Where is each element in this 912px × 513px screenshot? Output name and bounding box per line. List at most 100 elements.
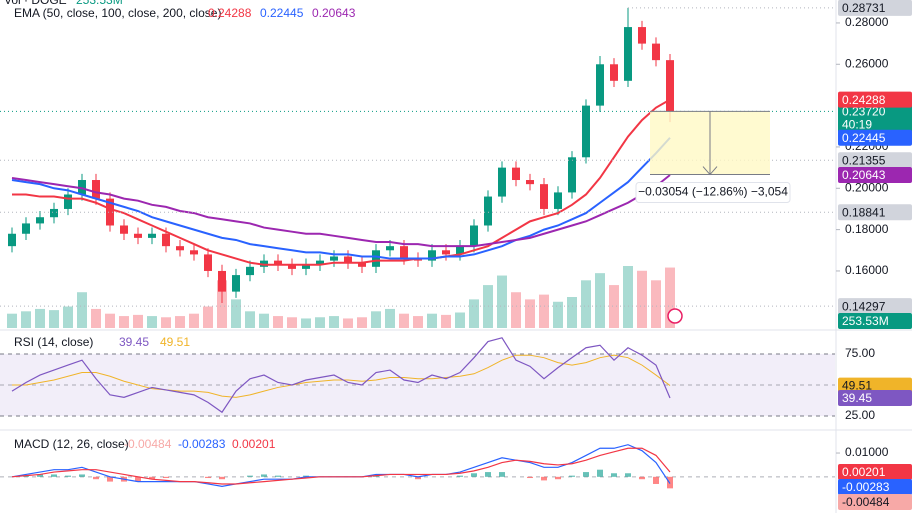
- candle-body: [582, 105, 590, 158]
- volume-bar: [665, 267, 675, 328]
- volume-bar: [63, 306, 73, 328]
- volume-bar: [455, 312, 465, 328]
- macd-histogram-bar: [541, 476, 547, 481]
- y-tick-label: 25.00: [845, 408, 875, 422]
- volume-bar: [7, 313, 17, 328]
- candle-body: [554, 192, 562, 209]
- volume-bar: [595, 273, 605, 328]
- volume-bar: [315, 317, 325, 328]
- price-label: 253.53M: [842, 314, 889, 328]
- macd-histogram-bar: [625, 473, 631, 477]
- last-price-bg: [838, 103, 912, 134]
- macd-histogram-bar: [471, 473, 477, 477]
- rsi-legend-ma: 49.51: [160, 335, 190, 349]
- volume-bar: [147, 316, 157, 328]
- candle-body: [652, 43, 660, 61]
- macd-histogram-bar: [93, 476, 99, 480]
- candle-body: [92, 180, 100, 199]
- ema-line: [11, 174, 671, 248]
- volume-bar: [161, 317, 171, 328]
- candle-body: [512, 167, 520, 181]
- candle-body: [120, 225, 128, 234]
- candle-body: [8, 233, 16, 247]
- price-label-bg: [838, 464, 912, 480]
- macd-legend: MACD (12, 26, close): [14, 437, 129, 451]
- macd-histogram-bar: [135, 476, 141, 482]
- volume-bar: [581, 280, 591, 328]
- candle-body: [400, 246, 408, 259]
- price-label: 0.28731: [842, 1, 886, 15]
- macd-histogram-bar: [415, 476, 421, 480]
- price-label-bg: [838, 313, 912, 329]
- price-label: -0.00484: [842, 495, 890, 509]
- candle-body: [78, 180, 86, 195]
- volume-bar: [273, 316, 283, 328]
- candle-body: [274, 260, 282, 265]
- price-label: 0.22445: [842, 131, 886, 145]
- volume-bar: [413, 316, 423, 328]
- ema-legend-value: 0.20643: [312, 6, 356, 20]
- candle-body: [442, 250, 450, 255]
- macd-legend-hist: -0.00484: [124, 437, 172, 451]
- volume-bar: [637, 270, 647, 328]
- volume-bar: [287, 317, 297, 328]
- ema-legend-value: 0.24288: [208, 6, 252, 20]
- macd-histogram-bar: [37, 474, 43, 477]
- price-label-bg: [838, 204, 912, 221]
- volume-bar: [427, 313, 437, 328]
- price-label-bg: [838, 479, 912, 495]
- volume-bar: [441, 314, 451, 328]
- macd-histogram-bar: [219, 476, 225, 480]
- signal-line: [11, 447, 671, 485]
- candle-body: [176, 246, 184, 251]
- price-label: 0.20643: [842, 168, 886, 182]
- macd-histogram-bar: [275, 475, 281, 477]
- macd-histogram-bar: [51, 474, 57, 477]
- candle-body: [22, 223, 30, 234]
- volume-bar: [329, 316, 339, 328]
- macd-histogram-bar: [261, 474, 267, 477]
- macd-histogram-bar: [597, 469, 603, 477]
- price-label: 49.51: [842, 379, 872, 393]
- volume-bar: [511, 292, 521, 328]
- macd-histogram-bar: [499, 472, 505, 477]
- candle-body: [316, 260, 324, 265]
- candle-body: [218, 270, 226, 292]
- volume-legend-value: 253.53M: [76, 0, 123, 7]
- volume-bar: [497, 275, 507, 328]
- rsi-ma-line: [12, 354, 671, 398]
- volume-bar: [567, 297, 577, 328]
- macd-histogram-bar: [107, 476, 113, 482]
- macd-histogram-bar: [583, 472, 589, 477]
- candle-body: [414, 258, 422, 261]
- candle-body: [498, 167, 506, 197]
- volume-bar: [525, 299, 535, 328]
- price-label-bg: [838, 0, 912, 16]
- volume-bar: [399, 313, 409, 328]
- price-label-bg: [838, 494, 912, 510]
- rsi-line: [11, 337, 671, 414]
- macd-legend-macd: -0.00283: [178, 437, 226, 451]
- volume-bar: [651, 280, 661, 328]
- volume-bar: [217, 280, 227, 328]
- candle-body: [190, 250, 198, 255]
- candle-body: [148, 233, 156, 238]
- volume-bar: [371, 311, 381, 328]
- macd-histogram-bar: [527, 476, 533, 479]
- volume-bar: [231, 299, 241, 328]
- candle-body: [302, 264, 310, 269]
- macd-histogram-bar: [611, 473, 617, 477]
- price-label-bg: [838, 166, 912, 183]
- volume-bar: [553, 301, 563, 328]
- candle-body: [204, 254, 212, 271]
- ema-legend: EMA (50, close, 100, close, 200, close): [14, 6, 221, 20]
- macd-histogram-bar: [205, 476, 211, 479]
- rsi-legend-value: 39.45: [119, 335, 149, 349]
- ema-legend-value: 0.22445: [260, 6, 304, 20]
- candle-body: [526, 180, 534, 185]
- candle-body: [540, 184, 548, 209]
- measure-arrowhead: [702, 166, 718, 176]
- macd-histogram-bar: [247, 475, 253, 477]
- volume-bar: [385, 308, 395, 328]
